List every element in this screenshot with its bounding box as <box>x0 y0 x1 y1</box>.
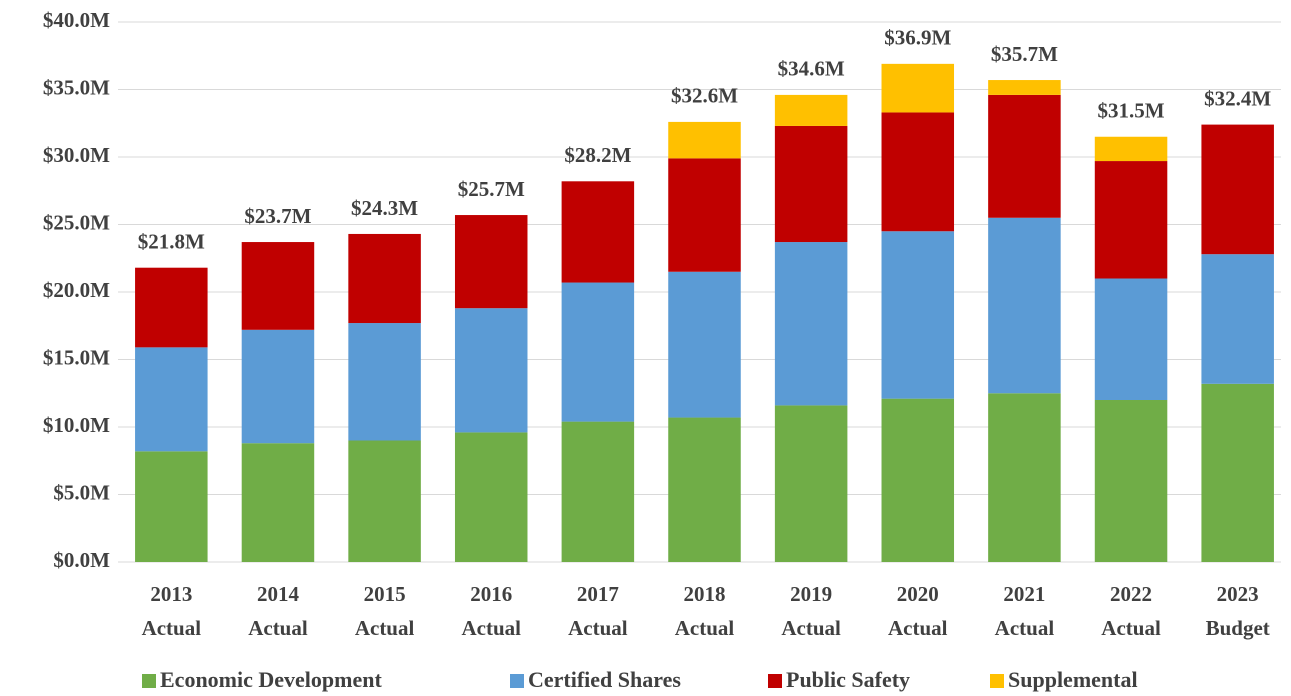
x-tick-label: Actual <box>248 616 308 640</box>
bar-segment <box>348 323 421 441</box>
x-tick-label: 2015 <box>364 582 406 606</box>
bar-segment <box>1201 124 1274 255</box>
total-label: $31.5M <box>1098 99 1165 123</box>
bar-segment <box>1094 278 1168 400</box>
total-label: $35.7M <box>991 42 1058 66</box>
bar-segment <box>241 329 315 444</box>
legend-label: Public Safety <box>786 667 910 692</box>
x-tick-label: 2023 <box>1217 582 1259 606</box>
legend-swatch <box>142 674 156 688</box>
bar-segment <box>348 233 421 324</box>
bar-segment <box>348 440 421 562</box>
bar-segment <box>668 121 741 159</box>
legend-swatch <box>768 674 782 688</box>
x-tick-label: Actual <box>995 616 1055 640</box>
bar-segment <box>1094 161 1168 279</box>
bar-segment <box>881 398 955 562</box>
x-tick-label: 2014 <box>257 582 300 606</box>
legend-label: Supplemental <box>1008 667 1138 692</box>
total-label: $34.6M <box>778 57 845 81</box>
x-tick-label: 2013 <box>150 582 192 606</box>
bar-segment <box>774 125 848 243</box>
total-label: $28.2M <box>564 143 631 167</box>
bar-segment <box>241 242 315 330</box>
bar-segment <box>668 271 741 418</box>
bar-segment <box>1201 254 1274 384</box>
y-tick-label: $0.0M <box>53 548 110 572</box>
x-tick-label: Actual <box>781 616 841 640</box>
legend-label: Economic Development <box>160 667 382 692</box>
bar-segment <box>774 94 848 126</box>
bar-segment <box>668 158 741 272</box>
total-label: $32.4M <box>1204 86 1271 110</box>
bar-segment <box>561 282 635 422</box>
x-tick-label: 2022 <box>1110 582 1152 606</box>
x-tick-label: Actual <box>1101 616 1161 640</box>
x-tick-label: Budget <box>1206 616 1270 640</box>
bar-segment <box>881 63 955 113</box>
bar-segment <box>454 432 528 562</box>
x-tick-label: Actual <box>675 616 735 640</box>
x-tick-label: 2019 <box>790 582 832 606</box>
x-tick-label: Actual <box>888 616 948 640</box>
legend-label: Certified Shares <box>528 667 681 692</box>
x-tick-label: 2021 <box>1003 582 1045 606</box>
y-tick-label: $5.0M <box>53 480 110 504</box>
x-tick-label: Actual <box>461 616 521 640</box>
total-label: $23.7M <box>244 204 311 228</box>
bar-segment <box>774 242 848 406</box>
legend-swatch <box>510 674 524 688</box>
legend-swatch <box>990 674 1004 688</box>
total-label: $25.7M <box>458 177 525 201</box>
bar-segment <box>1094 136 1168 162</box>
bar-segment <box>988 94 1061 218</box>
bar-segment <box>988 217 1061 394</box>
total-label: $36.9M <box>884 26 951 50</box>
y-tick-label: $25.0M <box>43 210 110 234</box>
bar-segment <box>241 443 315 562</box>
y-tick-label: $35.0M <box>43 75 110 99</box>
bar-segment <box>561 421 635 562</box>
y-tick-label: $20.0M <box>43 278 110 302</box>
bar-segment <box>1094 400 1168 562</box>
bar-segment <box>454 308 528 433</box>
bar-segment <box>774 405 848 562</box>
bar-segment <box>881 112 955 232</box>
y-tick-label: $30.0M <box>43 143 110 167</box>
bar-segment <box>988 393 1061 562</box>
x-tick-label: 2017 <box>577 582 619 606</box>
y-tick-label: $10.0M <box>43 413 110 437</box>
bar-segment <box>135 267 208 348</box>
bar-segment <box>1201 383 1274 562</box>
x-tick-label: Actual <box>142 616 202 640</box>
total-label: $21.8M <box>138 230 205 254</box>
bar-segment <box>668 417 741 562</box>
total-label: $32.6M <box>671 84 738 108</box>
x-tick-label: 2020 <box>897 582 939 606</box>
bar-segment <box>561 181 635 283</box>
bar-segment <box>135 347 208 452</box>
bar-segment <box>881 231 955 399</box>
bar-segment <box>135 451 208 562</box>
total-label: $24.3M <box>351 196 418 220</box>
y-tick-label: $15.0M <box>43 345 110 369</box>
x-tick-label: 2018 <box>684 582 726 606</box>
x-tick-label: 2016 <box>470 582 512 606</box>
y-tick-label: $40.0M <box>43 8 110 32</box>
bar-segment <box>454 215 528 309</box>
x-tick-label: Actual <box>355 616 415 640</box>
bar-segment <box>988 80 1061 95</box>
x-tick-label: Actual <box>568 616 628 640</box>
